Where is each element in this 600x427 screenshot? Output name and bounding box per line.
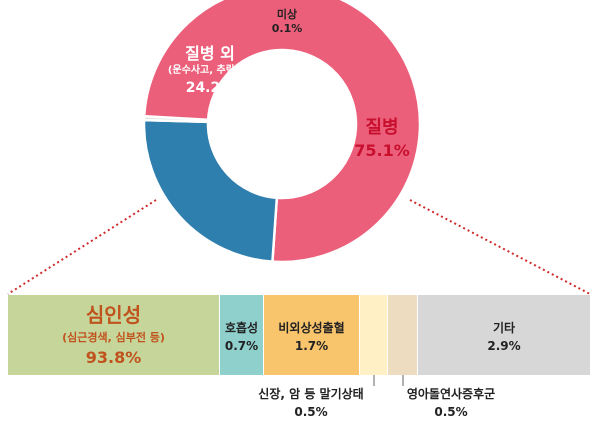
respiratory-value: 0.7% — [224, 339, 259, 353]
other-name: 기타 — [492, 321, 516, 335]
slice-label-illness: 질병 75.1% — [342, 116, 422, 162]
bar-segment-hemorrhage: 비외상성출혈 1.7% — [264, 295, 360, 375]
bar-segment-other: 기타 2.9% — [418, 295, 590, 375]
cardiac-value: 93.8% — [85, 348, 142, 367]
leader-line-left — [7, 199, 157, 295]
terminal-value: 0.5% — [294, 405, 328, 419]
slice-unknown-value: 0.1% — [271, 22, 303, 35]
slice-non-illness-sublabel: (운수사고, 추락 등) — [167, 65, 253, 76]
slice-non-illness-name: 질병 외 — [185, 44, 235, 63]
slice-illness-name: 질병 — [365, 117, 399, 138]
cardiac-name: 심인성 — [85, 303, 142, 327]
bar-segment-respiratory: 호흡성 0.7% — [220, 295, 264, 375]
terminal-name: 신장, 암 등 말기상태 — [258, 387, 364, 401]
sids-name: 영아돌연사증후군 — [406, 387, 496, 401]
donut-slice-unknown — [142, 114, 210, 124]
other-value: 2.9% — [487, 339, 521, 353]
slice-non-illness-value: 24.2% — [185, 80, 235, 96]
respiratory-name: 호흡성 — [224, 321, 259, 335]
leader-line-right — [409, 199, 591, 295]
slice-illness-value: 75.1% — [354, 141, 410, 160]
zoom-leader-lines — [7, 199, 591, 386]
sids-value: 0.5% — [434, 405, 468, 419]
donut-slice-non-illness — [142, 118, 279, 264]
bar-segment-sids — [388, 295, 418, 375]
cardiac-sublabel: (심근경색, 심부전 등) — [62, 331, 165, 344]
hemorrhage-value: 1.7% — [294, 339, 329, 353]
donut-chart — [142, 0, 422, 264]
donut-slice-illness — [142, 0, 422, 264]
slice-label-non-illness: 질병 외 (운수사고, 추락 등) 24.2% — [150, 44, 270, 98]
bar-segment-terminal — [360, 295, 388, 375]
slice-unknown-name: 미상 — [276, 8, 298, 21]
hemorrhage-name: 비외상성출혈 — [278, 321, 345, 335]
terminal-callout: 신장, 암 등 말기상태 0.5% — [236, 385, 386, 421]
slice-label-unknown: 미상 0.1% — [262, 8, 312, 36]
bar-segment-cardiac: 심인성 (심근경색, 심부전 등) 93.8% — [8, 295, 220, 375]
sids-callout: 영아돌연사증후군 0.5% — [386, 385, 516, 421]
